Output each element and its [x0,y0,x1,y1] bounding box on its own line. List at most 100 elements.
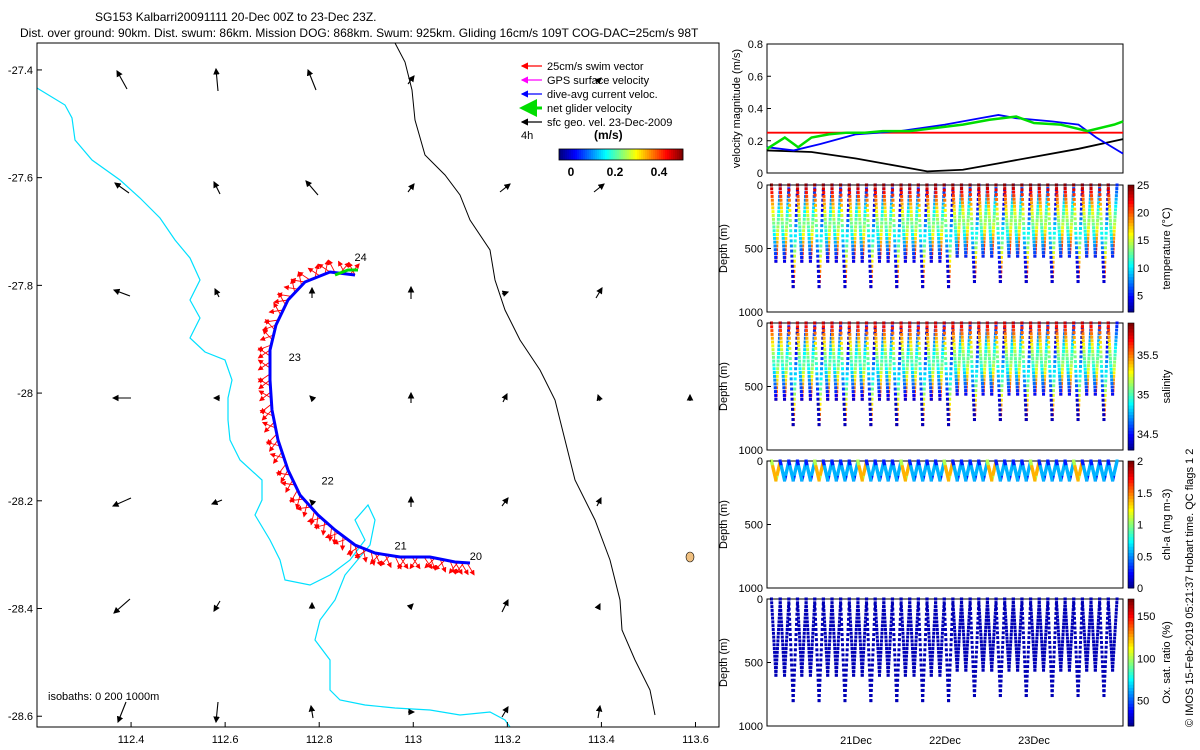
salinity-sample [859,382,863,386]
temperature-sample [969,207,973,211]
salinity-sample [1064,342,1068,346]
temperature-sample [779,198,783,202]
salinity-sample [1055,328,1059,332]
temperature-sample [939,236,943,240]
temperature-sample [888,225,892,229]
temperature-sample [841,229,845,233]
temperature-sample [962,229,966,233]
temperature-sample [1051,251,1055,255]
salinity-sample [839,326,843,330]
salinity-sample [1096,342,1100,346]
temperature-sample [1001,231,1005,235]
salinity-sample [954,378,958,382]
temperature-sample [948,249,952,253]
salinity-sample [883,340,887,344]
salinity-sample [917,341,921,345]
temperature-sample [981,254,985,258]
temperature-sample [922,259,926,263]
salinity-sample [939,374,943,378]
salinity-sample [1042,378,1046,382]
salinity-sample [1100,384,1104,388]
salinity-sample [854,351,858,355]
salinity-sample [1007,392,1011,396]
salinity-sample [981,392,985,396]
salinity-sample [822,340,826,344]
salinity-sample [798,371,802,375]
temperature-sample [1026,236,1030,240]
salinity-sample [911,374,915,378]
temperature-sample [1035,226,1039,230]
temperature-sample [859,233,863,237]
temperature-sample [1039,219,1043,223]
temperature-sample [1067,254,1071,258]
colorbar-segment [603,149,606,160]
salinity-sample [1099,345,1103,349]
salinity-sample [847,325,851,329]
temperature-sample [1107,197,1111,201]
salinity-sample [1003,335,1007,339]
salinity-sample [819,377,823,381]
salinity-sample [904,382,908,386]
salinity-sample [896,392,900,396]
temperature-sample [1017,229,1021,233]
temperature-sample [828,217,832,221]
salinity-sample [832,359,836,363]
salinity-sample [1053,350,1057,354]
temperature-sample [1021,202,1025,206]
temperature-sample [866,219,870,223]
swim-vector [269,452,285,459]
salinity-sample [844,402,848,406]
temperature-sample [941,202,945,206]
salinity-colorbar-segment [1128,335,1134,340]
salinity-sample [923,362,927,366]
salinity-sample [958,349,962,353]
temperature-sample [1052,246,1056,250]
salinity-sample [1031,367,1035,371]
temperature-sample [848,202,852,206]
temperature-colorbar-segment [1128,267,1134,272]
temperature-sample [932,210,936,214]
salinity-sample [849,359,853,363]
salinity-sample [980,374,984,378]
salinity-sample [1005,364,1009,368]
salinity-sample [1049,398,1053,402]
velocity-series-line [766,114,1124,155]
salinity-sample [1092,378,1096,382]
temperature-sample [898,213,902,217]
salinity-sample [1047,345,1051,349]
temperature-sample [958,208,962,212]
temperature-sample [1021,212,1025,216]
temperature-sample [1024,280,1028,284]
swim-vector [290,278,296,293]
temperature-sample [935,202,939,206]
temperature-sample [944,224,948,228]
chla-sample [877,478,881,482]
salinity-sample [808,397,812,401]
temperature-sample [925,191,929,195]
temperature-sample [1034,229,1038,233]
temperature-sample [801,236,805,240]
temperature-sample [887,236,891,240]
temperature-sample [1114,204,1118,208]
salinity-sample [860,393,864,397]
temperature-sample [943,203,947,207]
temperature-sample [994,190,998,194]
salinity-sample [947,402,951,406]
day-label: 24 [354,252,366,264]
salinity-sample [799,390,803,394]
salinity-sample [901,351,905,355]
salinity-sample [986,339,990,343]
temperature-sample [960,190,964,194]
temperature-sample [807,229,811,233]
salinity-sample [937,378,941,382]
temperature-sample [1081,194,1085,198]
temperature-sample [872,224,876,228]
salinity-sample [828,359,832,363]
temperature-sample [1024,265,1028,269]
temperature-sample [1048,231,1052,235]
swim-vector [273,302,282,316]
salinity-sample [953,364,957,368]
temperature-sample [1010,211,1014,215]
salinity-sample [892,362,896,366]
colorbar-segment [625,149,628,160]
